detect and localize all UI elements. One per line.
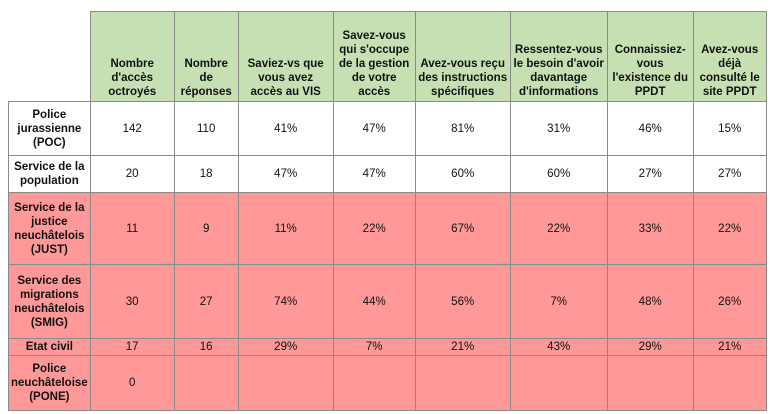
table-cell: 43% [509, 338, 608, 356]
table-cell: 48% [606, 264, 694, 339]
table-cell: 11% [237, 192, 334, 265]
row-header: Service des migrations neuchâtelois (SMI… [8, 264, 91, 339]
table-cell: 41% [237, 101, 334, 156]
table-cell [237, 355, 334, 411]
column-header: Ressentez-vous le besoin d'avoir davanta… [509, 11, 608, 102]
survey-table: Nombre d'accès octroyés Nombre de réponse… [8, 11, 767, 411]
table-cell: 29% [237, 338, 334, 356]
table-cell: 31% [509, 101, 608, 156]
table-cell: 110 [173, 101, 239, 156]
table-cell: 56% [414, 264, 511, 339]
table-cell: 21% [692, 338, 767, 356]
table-cell: 47% [332, 101, 416, 156]
table-cell: 7% [509, 264, 608, 339]
table-cell: 47% [237, 155, 334, 193]
table-cell [606, 355, 694, 411]
table-cell: 60% [509, 155, 608, 193]
table-row: Service des migrations neuchâtelois (SMI… [8, 264, 767, 339]
table-cell: 26% [692, 264, 767, 339]
table-cell: 46% [606, 101, 694, 156]
column-header: Avez-vous déjà consulté le site PPDT [692, 11, 767, 102]
table-cell: 27% [606, 155, 694, 193]
table-cell: 74% [237, 264, 334, 339]
table-cell: 30 [89, 264, 175, 339]
column-header: Connaissiez-vous l'existence du PPDT [606, 11, 694, 102]
table-cell: 0 [89, 355, 175, 411]
row-header: Police jurassienne (POC) [8, 101, 91, 156]
column-header: Avez-vous reçu des instructions spécifiq… [414, 11, 511, 102]
table-cell [509, 355, 608, 411]
corner-cell [8, 11, 91, 102]
table-row: Service de la population 20 18 47% 47% 60% 60%… [8, 155, 767, 193]
column-header: Saviez-vs que vous avez accès au VIS [237, 11, 334, 102]
table-cell: 17 [89, 338, 175, 356]
table-cell [332, 355, 416, 411]
table-cell: 27% [692, 155, 767, 193]
row-header: Service de la justice neuchâtelois (JUST… [8, 192, 91, 265]
table-cell: 81% [414, 101, 511, 156]
table-cell: 142 [89, 101, 175, 156]
column-header: Nombre d'accès octroyés [89, 11, 175, 102]
table-cell: 27 [173, 264, 239, 339]
table-cell: 22% [509, 192, 608, 265]
column-header: Nombre de réponses [173, 11, 239, 102]
table-cell [692, 355, 767, 411]
table-cell: 67% [414, 192, 511, 265]
table-row: Police jurassienne (POC) 142 110 41% 47% 81% 3… [8, 101, 767, 156]
column-header: Savez-vous qui s'occupe de la gestion de… [332, 11, 416, 102]
table-cell: 20 [89, 155, 175, 193]
table-cell: 29% [606, 338, 694, 356]
table-cell: 60% [414, 155, 511, 193]
table-cell: 7% [332, 338, 416, 356]
table-row: Service de la justice neuchâtelois (JUST… [8, 192, 767, 265]
table-cell: 21% [414, 338, 511, 356]
table-row: Etat civil 17 16 29% 7% 21% 43% 29% 21% [8, 338, 767, 356]
table-cell: 18 [173, 155, 239, 193]
table-cell [173, 355, 239, 411]
table-cell: 16 [173, 338, 239, 356]
table-cell: 22% [692, 192, 767, 265]
table-cell: 22% [332, 192, 416, 265]
table-cell [414, 355, 511, 411]
row-header: Service de la population [8, 155, 91, 193]
table-cell: 33% [606, 192, 694, 265]
table-cell: 9 [173, 192, 239, 265]
row-header: Etat civil [8, 338, 91, 356]
row-header: Police neuchâteloise (PONE) [8, 355, 91, 411]
table-cell: 11 [89, 192, 175, 265]
table-cell: 15% [692, 101, 767, 156]
table-row: Police neuchâteloise (PONE) 0 [8, 355, 767, 411]
header-row: Nombre d'accès octroyés Nombre de réponse… [8, 11, 767, 102]
table-cell: 44% [332, 264, 416, 339]
table-cell: 47% [332, 155, 416, 193]
